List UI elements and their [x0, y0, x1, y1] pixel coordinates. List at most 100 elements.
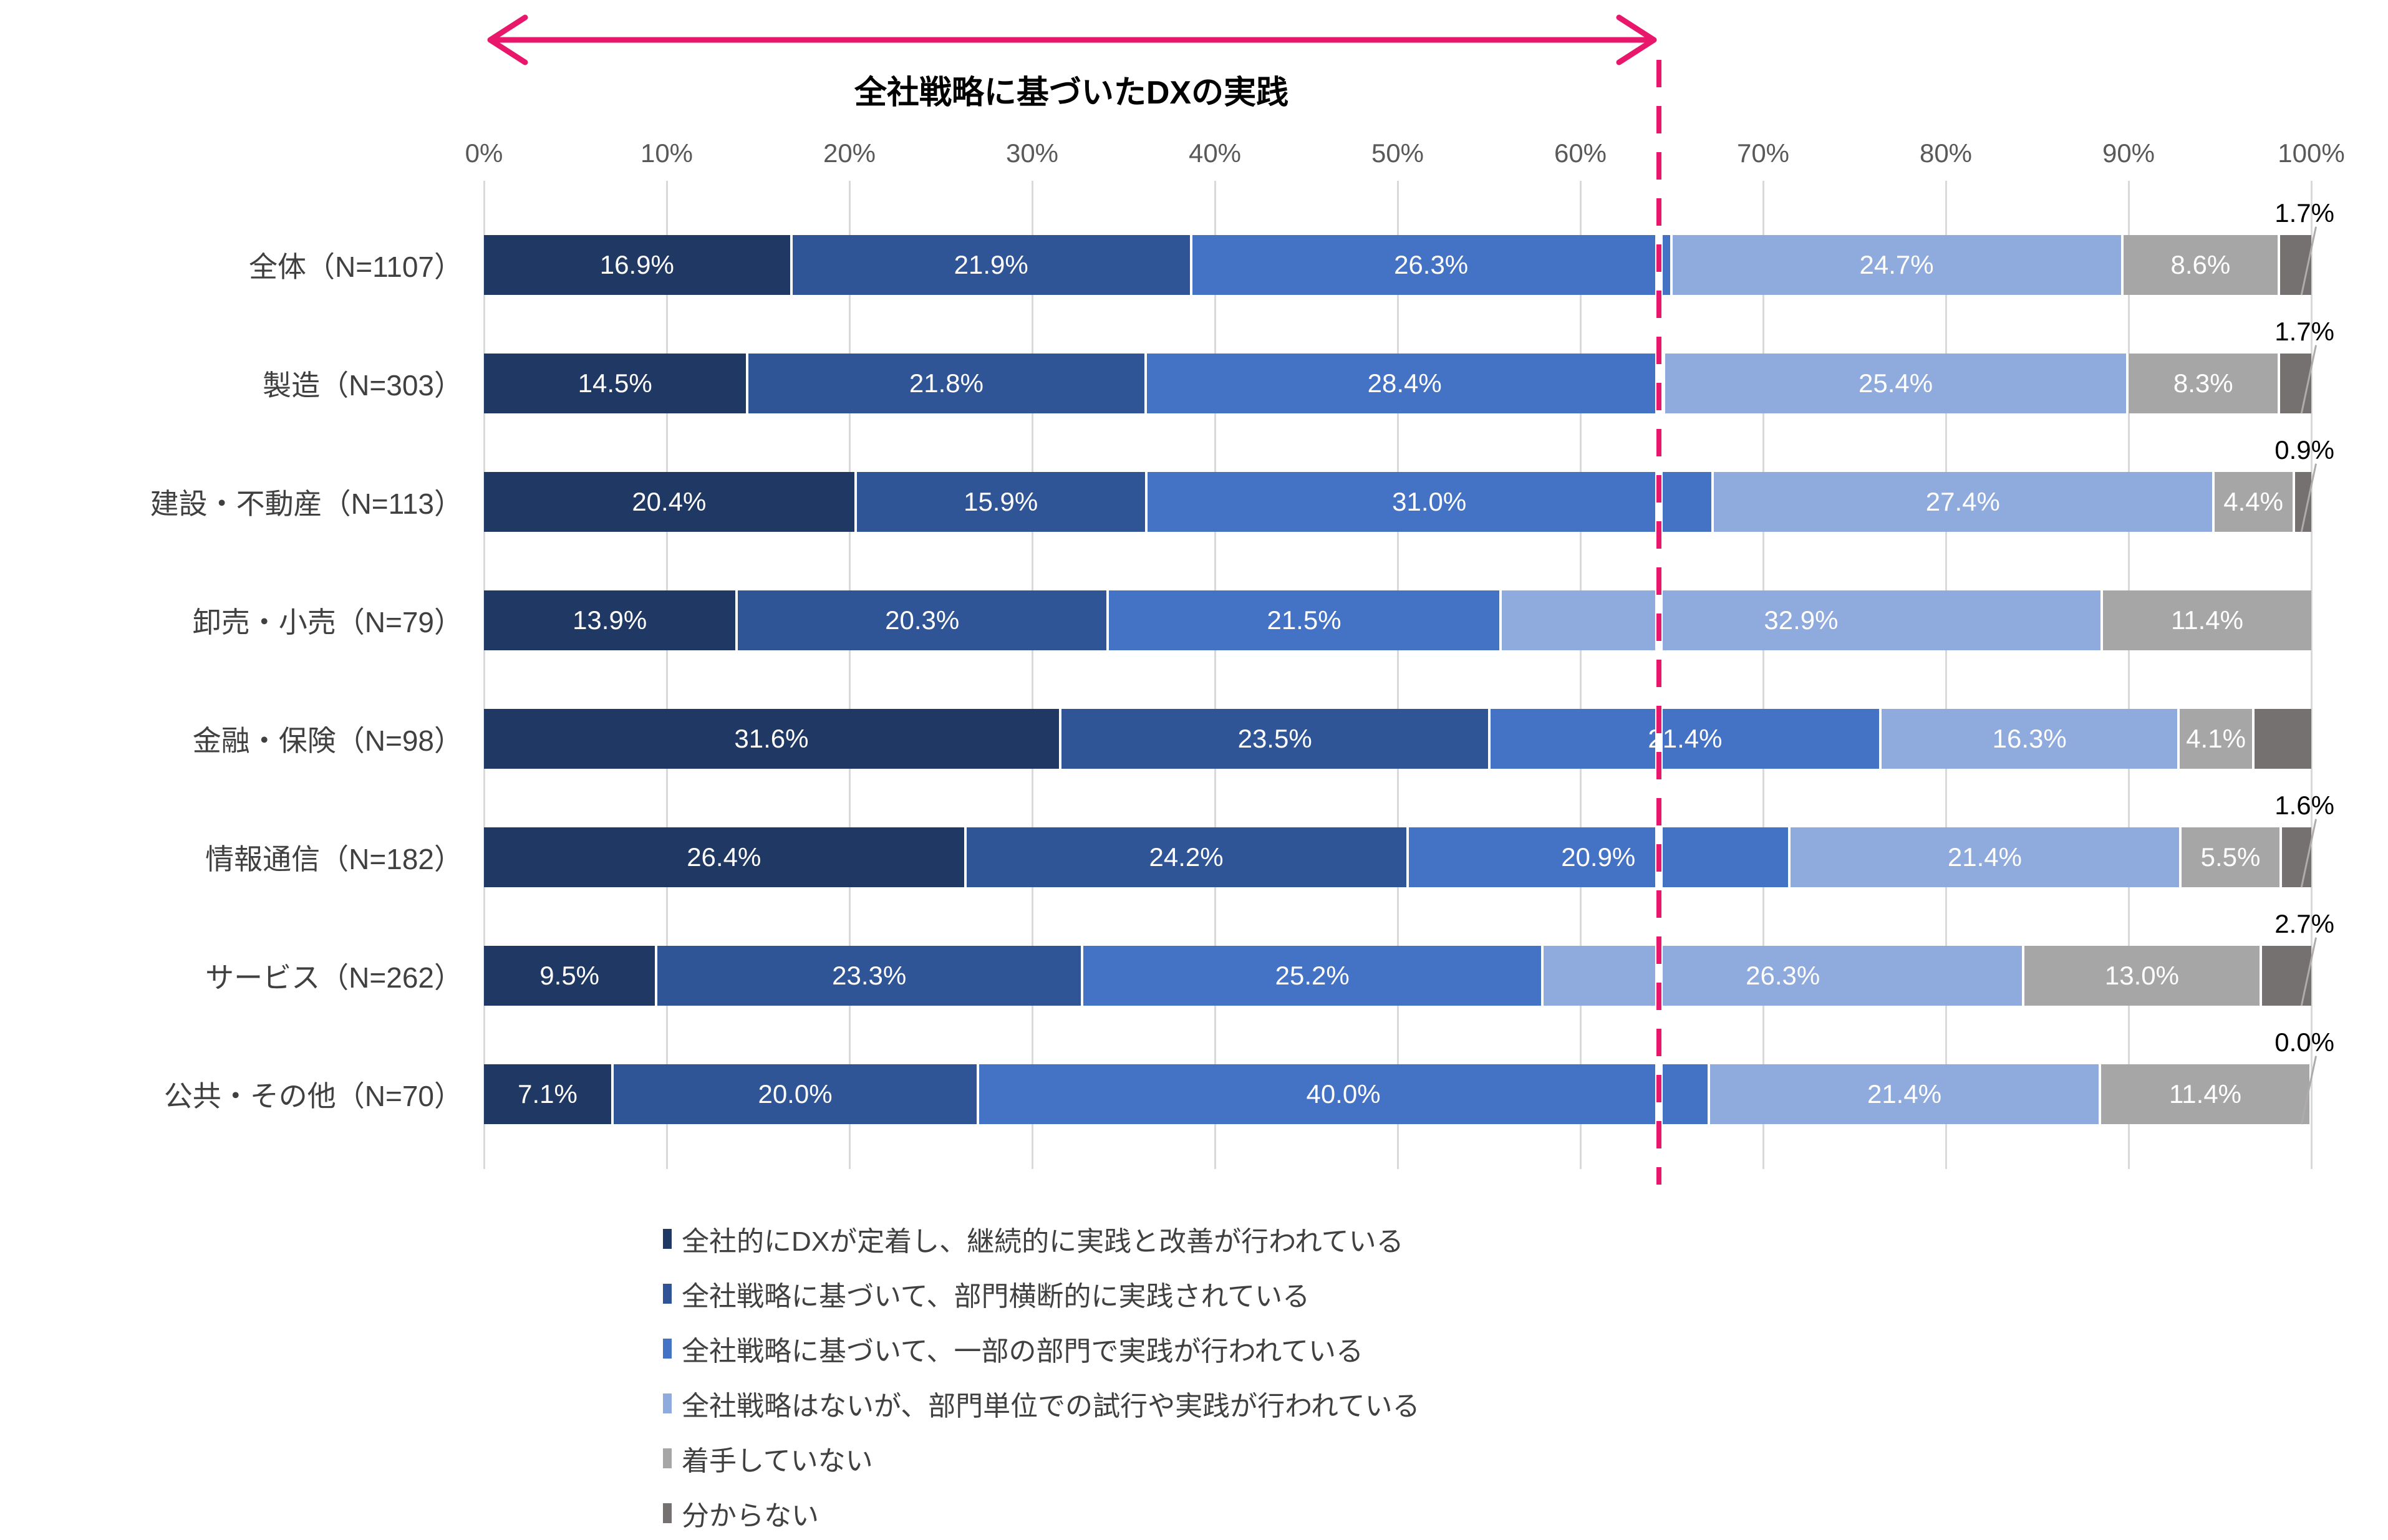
bar-segment: 25.2% [1083, 946, 1544, 1006]
stacked-bar: 9.5% 23.3% 25.2% 26.3% 13.0% [484, 946, 2311, 1006]
segment-value-label: 7.1% [518, 1079, 578, 1109]
bar-row: 全体（N=1107） 16.9% 21.9% 26.3% 24.7% 8.6% 1.7% [0, 198, 2388, 324]
bar-segment: 15.9% [856, 472, 1148, 532]
segment-value-label: 8.3% [2173, 368, 2233, 398]
segment-value-label: 23.5% [1237, 724, 1312, 753]
bar-segment: 20.4% [484, 472, 857, 532]
segment-value-label: 9.5% [539, 961, 600, 990]
legend-swatch-icon [663, 1503, 672, 1523]
segment-value-label: 14.5% [578, 368, 652, 398]
segment-value-label: 26.3% [1394, 250, 1469, 279]
segment-value-label: 8.6% [2170, 250, 2231, 279]
stacked-bar: 14.5% 21.8% 28.4% 25.4% 8.3% [484, 354, 2311, 413]
axis-tick-label: 20% [823, 138, 876, 168]
bar-segment: 16.9% [484, 235, 793, 295]
axis-tick-label: 80% [1919, 138, 1973, 168]
stacked-bar: 13.9% 20.3% 21.5% 32.9% 11.4% [484, 590, 2311, 650]
callout-value-label: 2.7% [2274, 909, 2334, 938]
legend-item: 全社的にDXが定着し、継続的に実践と改善が行われている [663, 1211, 1420, 1266]
segment-value-label: 28.4% [1367, 368, 1442, 398]
bar-segment: 8.3% [2129, 354, 2281, 413]
segment-value-label: 20.4% [632, 487, 707, 516]
segment-value-label: 40.0% [1306, 1079, 1381, 1109]
bar-segment: 13.0% [2024, 946, 2262, 1006]
segment-value-label: 16.9% [599, 250, 674, 279]
axis-tick-label: 90% [2102, 138, 2155, 168]
bar-segment: 5.5% [2181, 827, 2283, 887]
gridline [1032, 181, 1033, 1169]
legend-item: 着手していない [663, 1431, 1420, 1486]
bar-segment: 21.4% [1790, 827, 2182, 887]
legend-label: 全社戦略に基づいて、一部の部門で実践が行われている [682, 1336, 1363, 1367]
bar-segment: 31.0% [1147, 472, 1714, 532]
bar-segment: 20.9% [1408, 827, 1791, 887]
axis-tick-label: 30% [1005, 138, 1059, 168]
segment-value-label: 11.4% [2170, 605, 2243, 635]
bar-segment: 21.4% [1710, 1064, 2102, 1124]
legend-swatch-icon [663, 1393, 672, 1413]
segment-value-label: 24.2% [1149, 842, 1224, 872]
bar-segment: 23.3% [657, 946, 1084, 1006]
callout-value-label: 1.6% [2274, 791, 2334, 820]
category-label: 建設・不動産（N=113） [150, 488, 463, 520]
gridline [1945, 181, 1947, 1169]
bar-segment: 9.5% [484, 946, 658, 1006]
legend-swatch-icon [663, 1448, 672, 1468]
bar-row: 公共・その他（N=70） 7.1% 20.0% 40.0% 21.4% 11.4% 0.0% [0, 1027, 2388, 1153]
callout-value-label: 0.9% [2274, 435, 2334, 464]
bar-segment: 26.3% [1192, 235, 1673, 295]
legend-item: 全社戦略に基づいて、部門横断的に実践されている [663, 1266, 1420, 1321]
bar-segment: 21.9% [792, 235, 1192, 295]
segment-value-label: 13.9% [573, 605, 647, 635]
gridline [666, 181, 668, 1169]
segment-value-label: 21.8% [909, 368, 984, 398]
category-label: 金融・保険（N=98） [192, 724, 463, 757]
callout-value-label: 1.7% [2274, 317, 2334, 346]
gridline [1762, 181, 1764, 1169]
axis-tick-label: 100% [2278, 138, 2345, 168]
category-label: 製造（N=303） [263, 369, 463, 402]
segment-value-label: 20.0% [758, 1079, 833, 1109]
bar-segment: 40.0% [979, 1064, 1711, 1124]
legend-label: 全社戦略に基づいて、部門横断的に実践されている [682, 1281, 1310, 1312]
segment-value-label: 32.9% [1764, 605, 1839, 635]
bar-segment: 20.3% [738, 590, 1109, 650]
axis-tick-label: 70% [1736, 138, 1790, 168]
arrow-head-right-icon [1616, 14, 1657, 65]
legend-label: 分からない [682, 1501, 819, 1531]
callout-value-label: 0.0% [2274, 1027, 2334, 1057]
legend-swatch-icon [663, 1339, 672, 1359]
segment-value-label: 21.5% [1267, 605, 1341, 635]
segment-value-label: 25.4% [1859, 368, 1933, 398]
bar-row: 卸売・小売（N=79） 13.9% 20.3% 21.5% 32.9% 11.4% [0, 561, 2388, 680]
bar-row: 情報通信（N=182） 26.4% 24.2% 20.9% 21.4% 5.5% 1.6% [0, 791, 2388, 917]
bar-segment: 4.4% [2214, 472, 2295, 532]
segment-value-label: 31.6% [734, 724, 809, 753]
segment-value-label: 24.7% [1859, 250, 1934, 279]
bar-segment: 21.8% [748, 354, 1147, 413]
segment-value-label: 27.4% [1925, 487, 2000, 516]
bar-segment: 16.3% [1882, 709, 2180, 769]
bar-segment: 20.0% [614, 1064, 980, 1124]
axis-tick-label: 0% [465, 138, 503, 168]
segment-value-label: 16.3% [1992, 724, 2067, 753]
stacked-bar: 26.4% 24.2% 20.9% 21.4% 5.5% [484, 827, 2311, 887]
bar-segment: 28.4% [1146, 354, 1665, 413]
segment-value-label: 5.5% [2200, 842, 2261, 872]
bar-row: サービス（N=262） 9.5% 23.3% 25.2% 26.3% 13.0% 2.7% [0, 909, 2388, 1035]
bar-row: 金融・保険（N=98） 31.6% 23.5% 21.4% 16.3% 4.1% [0, 680, 2388, 798]
segment-value-label: 4.1% [2186, 724, 2246, 753]
legend-label: 着手していない [682, 1446, 873, 1476]
segment-value-label: 15.9% [964, 487, 1038, 516]
legend-label: 全社戦略はないが、部門単位での試行や実践が行われている [682, 1391, 1420, 1422]
segment-value-label: 11.4% [2169, 1079, 2242, 1109]
bar-segment: 11.4% [2102, 590, 2311, 650]
bar-segment: 32.9% [1501, 590, 2103, 650]
bar-segment: 26.3% [1544, 946, 2024, 1006]
axis-tick-label: 50% [1371, 138, 1424, 168]
segment-value-label: 4.4% [2223, 487, 2283, 516]
category-label: サービス（N=262） [205, 961, 463, 994]
segment-value-label: 26.3% [1746, 961, 1820, 990]
gridline [1580, 181, 1582, 1169]
